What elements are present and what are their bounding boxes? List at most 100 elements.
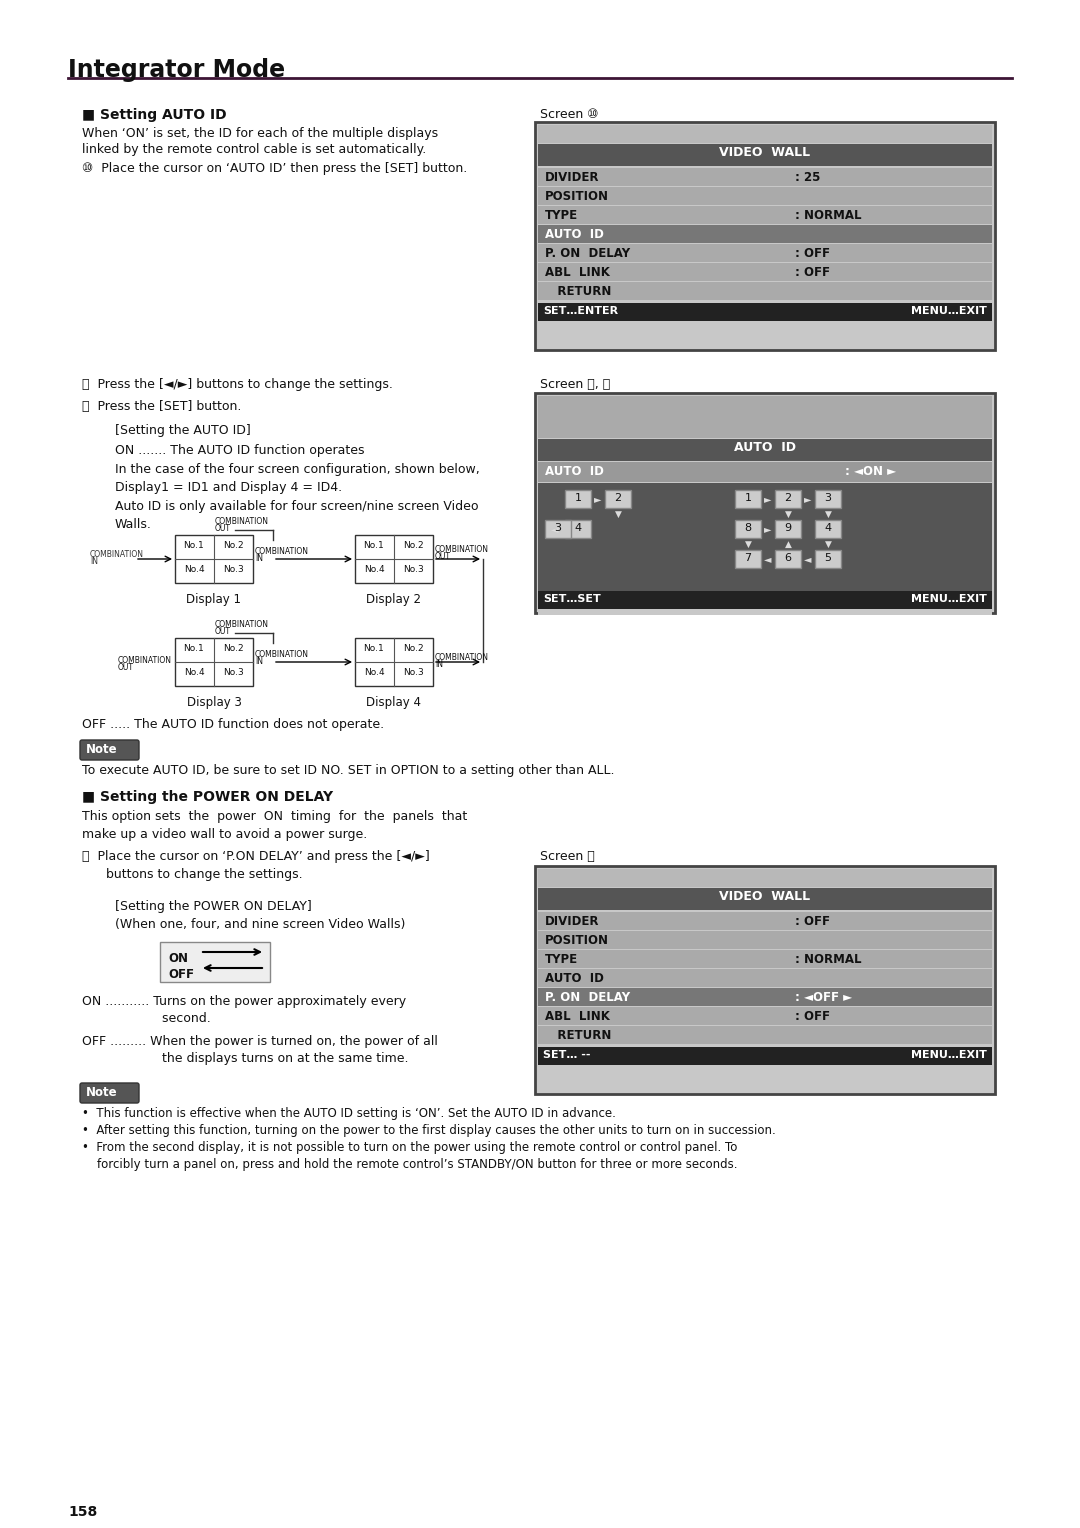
Text: : NORMAL: : NORMAL — [795, 953, 862, 966]
Text: ▼: ▼ — [824, 510, 832, 520]
Text: COMBINATION: COMBINATION — [435, 545, 489, 555]
Bar — [538, 1007, 993, 1025]
Bar — [545, 520, 571, 538]
Text: ON ....... The AUTO ID function operates: ON ....... The AUTO ID function operates — [114, 445, 365, 457]
Bar — [815, 520, 841, 538]
Text: Display1 = ID1 and Display 4 = ID4.: Display1 = ID1 and Display 4 = ID4. — [114, 481, 342, 494]
Text: linked by the remote control cable is set automatically.: linked by the remote control cable is se… — [82, 144, 427, 156]
Text: Note: Note — [86, 1086, 118, 1099]
Text: Screen ⑬: Screen ⑬ — [540, 850, 595, 863]
Bar — [538, 168, 993, 186]
Text: OUT: OUT — [215, 524, 231, 533]
Text: 6: 6 — [784, 553, 792, 562]
Bar — [538, 244, 993, 261]
Bar — [538, 439, 993, 461]
Text: ▲: ▲ — [784, 539, 792, 549]
Text: This option sets  the  power  ON  timing  for  the  panels  that: This option sets the power ON timing for… — [82, 810, 468, 824]
Text: ABL  LINK: ABL LINK — [545, 266, 610, 280]
Text: 5: 5 — [824, 553, 832, 562]
Text: No.2: No.2 — [222, 541, 243, 550]
Text: OFF: OFF — [168, 969, 194, 981]
Bar — [355, 639, 433, 686]
Text: IN: IN — [90, 558, 98, 565]
Text: POSITION: POSITION — [545, 189, 609, 203]
Text: AUTO  ID: AUTO ID — [545, 465, 604, 478]
Text: No.4: No.4 — [184, 565, 204, 575]
Bar — [538, 263, 993, 281]
Text: COMBINATION: COMBINATION — [255, 649, 309, 659]
Text: : 25: : 25 — [795, 171, 821, 183]
Bar — [775, 520, 801, 538]
Text: ⑫  Press the [SET] button.: ⑫ Press the [SET] button. — [82, 400, 241, 413]
Text: No.2: No.2 — [403, 643, 423, 652]
Text: Integrator Mode: Integrator Mode — [68, 58, 285, 83]
Bar — [538, 950, 993, 969]
Text: Walls.: Walls. — [114, 518, 152, 532]
Text: ⑩  Place the cursor on ‘AUTO ID’ then press the [SET] button.: ⑩ Place the cursor on ‘AUTO ID’ then pre… — [82, 162, 468, 176]
Text: OFF ..... The AUTO ID function does not operate.: OFF ..... The AUTO ID function does not … — [82, 718, 384, 730]
Text: No.1: No.1 — [184, 643, 204, 652]
Bar — [735, 550, 761, 568]
Text: buttons to change the settings.: buttons to change the settings. — [82, 868, 302, 882]
Bar — [735, 520, 761, 538]
Bar — [538, 125, 993, 144]
Text: AUTO  ID: AUTO ID — [545, 972, 604, 986]
Text: ABL  LINK: ABL LINK — [545, 1010, 610, 1024]
Text: SET…ENTER: SET…ENTER — [543, 306, 618, 316]
Bar — [538, 888, 993, 911]
Text: Display 4: Display 4 — [366, 695, 421, 709]
Text: ▼: ▼ — [784, 510, 792, 520]
FancyBboxPatch shape — [80, 1083, 139, 1103]
Text: TYPE: TYPE — [545, 209, 578, 222]
Text: No.3: No.3 — [222, 668, 243, 677]
Text: No.1: No.1 — [364, 541, 384, 550]
Text: 1: 1 — [575, 494, 581, 503]
Text: OUT: OUT — [118, 663, 134, 672]
Bar — [605, 490, 631, 507]
Bar — [538, 322, 993, 336]
Bar — [735, 490, 761, 507]
Text: MENU…EXIT: MENU…EXIT — [912, 306, 987, 316]
Text: : OFF: : OFF — [795, 1010, 831, 1024]
Text: 3: 3 — [824, 494, 832, 503]
Text: AUTO  ID: AUTO ID — [734, 442, 796, 454]
Text: No.4: No.4 — [364, 565, 384, 575]
Text: No.4: No.4 — [364, 668, 384, 677]
Bar — [538, 989, 993, 1005]
Bar — [538, 483, 993, 594]
Text: 3: 3 — [554, 523, 562, 533]
Text: 4: 4 — [824, 523, 832, 533]
Bar — [538, 225, 993, 243]
Text: Display 1: Display 1 — [187, 593, 242, 607]
Text: No.3: No.3 — [222, 565, 243, 575]
Text: Screen ⑩: Screen ⑩ — [540, 108, 598, 121]
Bar — [538, 396, 993, 439]
Text: OFF ......... When the power is turned on, the power of all: OFF ......... When the power is turned o… — [82, 1034, 437, 1048]
Text: SET…SET: SET…SET — [543, 594, 600, 604]
Bar — [538, 591, 993, 610]
Bar — [535, 393, 995, 613]
Text: P. ON  DELAY: P. ON DELAY — [545, 248, 630, 260]
Bar — [538, 869, 993, 886]
Text: 4: 4 — [575, 523, 581, 533]
Text: SET… --: SET… -- — [543, 1050, 591, 1060]
Text: COMBINATION: COMBINATION — [90, 550, 144, 559]
Text: RETURN: RETURN — [545, 286, 611, 298]
Text: IN: IN — [435, 660, 443, 669]
Text: OUT: OUT — [435, 552, 451, 561]
Text: make up a video wall to avoid a power surge.: make up a video wall to avoid a power su… — [82, 828, 367, 840]
Text: No.3: No.3 — [403, 668, 423, 677]
Bar — [160, 941, 270, 983]
Text: When ‘ON’ is set, the ID for each of the multiple displays: When ‘ON’ is set, the ID for each of the… — [82, 127, 438, 141]
Text: ◄: ◄ — [765, 555, 772, 564]
Text: ■ Setting the POWER ON DELAY: ■ Setting the POWER ON DELAY — [82, 790, 333, 804]
Text: RETURN: RETURN — [545, 1028, 611, 1042]
Text: Display 3: Display 3 — [187, 695, 242, 709]
Bar — [775, 490, 801, 507]
Bar — [538, 1025, 993, 1044]
Text: : OFF: : OFF — [795, 248, 831, 260]
Bar — [538, 931, 993, 949]
Text: POSITION: POSITION — [545, 934, 609, 947]
Text: 7: 7 — [744, 553, 752, 562]
Text: Auto ID is only available for four screen/nine screen Video: Auto ID is only available for four scree… — [114, 500, 478, 513]
